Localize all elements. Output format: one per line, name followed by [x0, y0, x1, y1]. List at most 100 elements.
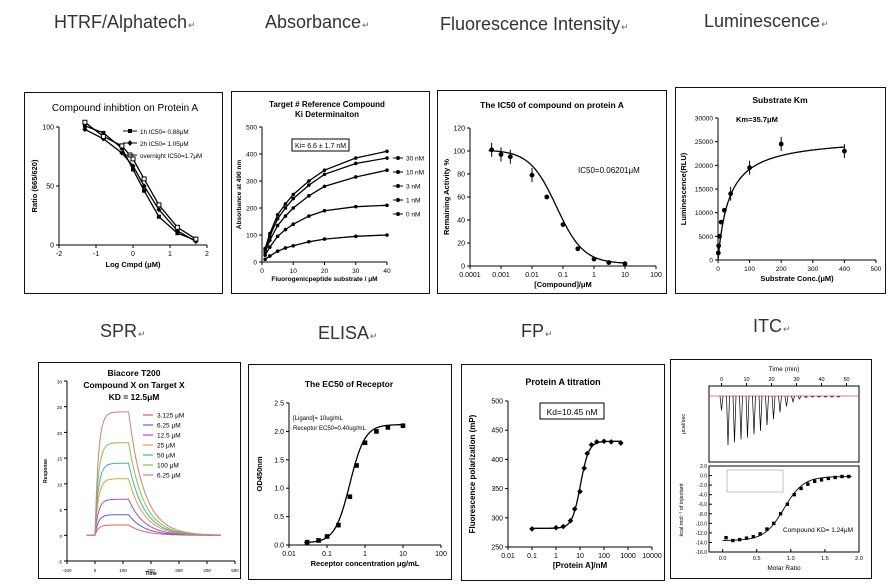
data-point: [263, 257, 267, 262]
data-point: [785, 502, 790, 506]
x-tick-label: 500: [231, 568, 239, 573]
x-tick-label: 100: [435, 551, 447, 558]
y-axis-label: Absorbance at 490 nm: [236, 160, 243, 230]
legend-label: 3.125 μM: [157, 413, 184, 420]
data-point: [529, 526, 535, 532]
chart-title: Substrate Km: [752, 95, 808, 105]
legend-marker: [396, 212, 400, 216]
x-tick-label: 1: [363, 551, 367, 558]
y-tick-label: -5: [58, 560, 62, 565]
y-tick-label: 100: [453, 149, 465, 156]
y-tick-label: 25: [57, 405, 63, 410]
chart-title: Biacore T200: [108, 368, 161, 378]
x-tick-label: 100: [598, 553, 610, 560]
legend-label: 1h IC50= 0.88μM: [140, 129, 189, 136]
y-tick-label: -4.0: [698, 493, 707, 499]
legend-label: 3 nM: [406, 184, 420, 191]
data-point: [606, 260, 612, 265]
y-tick-label: 2.0: [274, 429, 284, 436]
y-tick-label: 25000: [695, 139, 713, 146]
data-point: [347, 494, 353, 500]
data-point: [82, 123, 87, 128]
data-point: [291, 196, 296, 201]
data-point: [322, 168, 327, 172]
x-tick-label: 0.0001: [459, 272, 481, 279]
x-tick-label: 10: [290, 268, 298, 275]
data-point: [193, 236, 199, 242]
data-point: [544, 194, 550, 200]
legend-label: 6.25 μM: [157, 473, 181, 480]
top-x-axis-label: Time (min): [769, 366, 800, 373]
y-tick-label: 30000: [695, 116, 713, 123]
y-tick-label: 0.5: [274, 514, 284, 521]
fit-curve: [488, 149, 627, 264]
data-point: [275, 249, 280, 253]
injection-peak: [732, 395, 737, 443]
y-tick-label: 50: [46, 184, 54, 191]
injection-peak: [784, 395, 789, 407]
heading-htrf: HTRF/Alphatech↵: [54, 12, 196, 32]
annotation-text: Ki= 6.6 ± 1.7 nM: [295, 143, 346, 150]
x-tick-label: 1.5: [821, 556, 829, 562]
data-point: [291, 222, 296, 226]
data-point: [100, 133, 106, 139]
top-x-tick-label: 50: [843, 377, 849, 383]
data-point: [291, 244, 296, 248]
data-point: [362, 440, 368, 446]
series-line: [84, 121, 197, 240]
x-tick-label: 0: [94, 568, 97, 573]
chart-subtitle: Ki Determinaiton: [295, 110, 359, 119]
data-point: [353, 156, 358, 160]
data-point: [283, 246, 288, 250]
x-tick-label: 1: [168, 251, 172, 258]
x-tick-label: 0.1: [322, 551, 332, 558]
x-tick-label: 2.0: [855, 556, 863, 562]
data-point: [307, 183, 311, 187]
y-tick-label: 5: [59, 508, 62, 513]
data-point: [353, 175, 358, 179]
data-point: [577, 488, 583, 495]
injection-peak: [823, 395, 828, 398]
data-point: [819, 478, 824, 482]
y-tick-label: -2.0: [698, 483, 707, 489]
legend-marker: [396, 156, 400, 160]
x-axis-label: Substrate Conc.(μM): [760, 274, 834, 283]
x-tick-label: 100: [650, 272, 662, 279]
data-point: [141, 176, 147, 182]
data-point: [731, 538, 735, 543]
data-point: [142, 188, 147, 193]
x-tick-label: 1: [592, 272, 596, 279]
y-axis-label: Fluorescence polarization (mP): [468, 414, 477, 533]
x-tick-label: 2: [205, 251, 209, 258]
spr-chart: Biacore T200 Compound X on Target X KD = 1…: [43, 368, 239, 577]
x-tick-label: 1.0: [787, 556, 795, 562]
x-tick-label: 0: [716, 266, 720, 273]
injection-peak: [791, 395, 795, 404]
y-tick-label: 350: [491, 486, 503, 493]
injection-peak: [765, 395, 769, 426]
htrf-chart: Compound inhibtion on Protein A -2 -1 0 1 2 0 5…: [30, 103, 209, 269]
annotation-text: Receptor EC50=0.40ug/mL: [293, 426, 367, 432]
fluorescence-chart: The IC50 of compound on protein A0.0001 0…: [442, 100, 662, 289]
x-tick-label: 0.01: [501, 553, 515, 560]
top-x-tick-label: 10: [743, 377, 749, 383]
x-axis-label: Log Cmpd (μM): [106, 260, 161, 269]
y-tick-label: 20: [457, 241, 465, 248]
annotation-text: Kd=10.45 nM: [547, 407, 598, 417]
data-point: [82, 119, 88, 125]
data-point: [842, 148, 847, 154]
x-axis-label: Fluorogenicpeptide substrate / μM: [271, 276, 377, 283]
data-point: [374, 429, 379, 434]
y-tick-label: 0.0: [700, 474, 707, 480]
y-axis-label: Response: [43, 459, 49, 483]
chart-title: Protein A titration: [525, 377, 600, 387]
y-tick-label: 5000: [699, 234, 714, 241]
legend-label: 100 μM: [157, 463, 179, 470]
x-tick-label: 0.1: [558, 272, 568, 279]
y-tick-label: 300: [491, 515, 503, 522]
top-x-tick-label: 20: [768, 377, 774, 383]
y-tick-label: 40: [457, 218, 465, 225]
y-tick-label: 400: [491, 457, 503, 464]
legend-marker: [396, 184, 400, 188]
chart-title: Compound inhibtion on Protein A: [52, 103, 199, 114]
